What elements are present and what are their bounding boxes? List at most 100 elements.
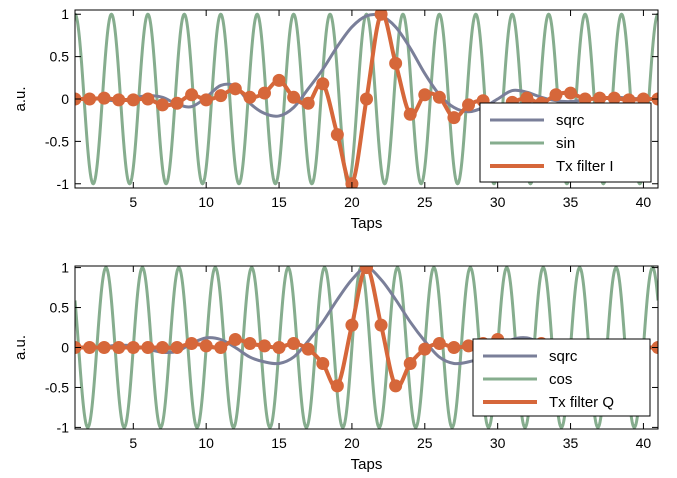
- y-tick-label: -1: [57, 419, 70, 435]
- data-point-tap-13: [243, 337, 257, 351]
- legend-label: sin: [556, 135, 575, 152]
- chart-1: 5 10 15 20 25 30 35 40 1 0.5 0 -0.5 -1 Taps a.u. sqrc si…: [12, 6, 659, 232]
- data-point-tap-9: [185, 88, 199, 102]
- data-point-tap-14: [257, 86, 271, 100]
- data-point-tap-10: [199, 339, 213, 353]
- y-tick-label: 0.5: [50, 300, 70, 316]
- data-point-tap-24: [403, 107, 417, 121]
- data-point-tap-22: [374, 10, 388, 21]
- data-point-tap-18: [316, 356, 330, 370]
- data-point-tap-6: [141, 341, 155, 354]
- x-tick-label: 30: [490, 435, 506, 451]
- chart-2: 5 10 15 20 25 30 35 40 1 0.5 0 -0.5 -1 Taps a.u. sqrc co…: [12, 260, 659, 473]
- data-point-tap-24: [403, 356, 417, 370]
- data-point-tap-28: [462, 339, 476, 353]
- data-point-tap-11: [214, 341, 228, 354]
- data-point-tap-8: [170, 96, 184, 110]
- y-axis-label: a.u.: [12, 335, 29, 360]
- data-point-tap-23: [389, 56, 403, 70]
- data-point-tap-21: [360, 92, 373, 106]
- data-point-tap-20: [345, 318, 359, 332]
- data-point-tap-32: [520, 91, 534, 105]
- data-point-tap-17: [301, 342, 315, 356]
- data-point-tap-34: [549, 88, 563, 102]
- y-tick-label: -0.5: [45, 133, 69, 149]
- y-tick-label: -0.5: [45, 379, 69, 395]
- y-tick-label: -1: [57, 176, 70, 192]
- x-tick-label: 40: [636, 435, 652, 451]
- x-tick-label: 30: [490, 194, 506, 210]
- x-axis-label: Taps: [351, 456, 383, 473]
- y-axis-label: a.u.: [12, 86, 29, 111]
- data-point-tap-28: [462, 98, 476, 112]
- data-point-tap-19: [330, 379, 344, 393]
- data-point-tap-27: [447, 341, 461, 354]
- legend-label: sqrc: [556, 112, 585, 129]
- series-line-cos: [75, 266, 658, 429]
- x-axis-label: Taps: [351, 215, 383, 232]
- data-point-tap-27: [447, 111, 461, 125]
- x-tick-label: 35: [563, 194, 579, 210]
- x-tick-label: 15: [271, 435, 287, 451]
- x-tick-label: 15: [271, 194, 287, 210]
- data-point-tap-12: [228, 82, 242, 96]
- x-tick-label: 5: [129, 435, 137, 451]
- data-point-tap-22: [374, 318, 388, 332]
- data-point-tap-16: [287, 90, 301, 104]
- x-tick-label: 25: [417, 194, 433, 210]
- data-point-tap-8: [170, 341, 184, 354]
- data-point-tap-25: [418, 342, 432, 356]
- data-point-tap-21: [360, 266, 373, 275]
- legend-label: sqrc: [549, 348, 578, 365]
- data-point-tap-7: [155, 341, 169, 354]
- data-point-tap-4: [112, 341, 126, 354]
- data-point-tap-26: [432, 90, 446, 104]
- data-point-tap-12: [228, 333, 242, 347]
- x-tick-label: 20: [344, 194, 360, 210]
- plot-area: [75, 10, 658, 188]
- y-tick-label: 0: [61, 91, 69, 107]
- data-point-tap-38: [607, 91, 621, 105]
- data-point-tap-4: [112, 93, 126, 107]
- legend-label: cos: [549, 371, 572, 388]
- data-point-tap-25: [418, 88, 432, 102]
- data-point-tap-14: [257, 339, 271, 353]
- legend: sqrc cos Tx filter Q: [472, 338, 651, 417]
- data-point-tap-7: [155, 98, 169, 112]
- data-point-tap-13: [243, 90, 257, 104]
- data-point-tap-15: [272, 341, 286, 354]
- data-point-tap-15: [272, 73, 286, 87]
- x-tick-label: 10: [198, 435, 214, 451]
- data-point-tap-6: [141, 92, 155, 106]
- data-point-tap-40: [636, 92, 650, 106]
- data-point-tap-10: [199, 93, 213, 107]
- legend-label: Tx filter Q: [549, 394, 614, 411]
- data-point-tap-17: [301, 96, 315, 110]
- legend-label: Tx filter I: [556, 158, 614, 175]
- data-point-tap-3: [97, 341, 111, 354]
- data-point-tap-37: [593, 91, 607, 105]
- data-point-tap-2: [83, 341, 97, 354]
- y-tick-label: 0: [61, 340, 69, 356]
- data-point-tap-19: [330, 128, 344, 142]
- x-tick-label: 10: [198, 194, 214, 210]
- x-tick-label: 35: [563, 435, 579, 451]
- x-tick-label: 25: [417, 435, 433, 451]
- y-tick-label: 1: [61, 260, 69, 276]
- y-tick-label: 0.5: [50, 49, 70, 65]
- data-point-tap-5: [126, 341, 140, 354]
- data-point-tap-16: [287, 337, 301, 351]
- x-tick-label: 40: [636, 194, 652, 210]
- data-point-tap-26: [432, 337, 446, 351]
- data-point-tap-35: [564, 86, 578, 100]
- data-point-tap-3: [97, 91, 111, 105]
- data-point-tap-18: [316, 77, 330, 91]
- data-point-tap-9: [185, 337, 199, 351]
- data-point-tap-11: [214, 89, 228, 103]
- data-point-tap-2: [83, 92, 97, 106]
- y-tick-label: 1: [61, 6, 69, 22]
- legend: sqrc sin Tx filter I: [479, 102, 652, 183]
- x-tick-label: 5: [129, 194, 137, 210]
- data-point-tap-23: [389, 379, 403, 393]
